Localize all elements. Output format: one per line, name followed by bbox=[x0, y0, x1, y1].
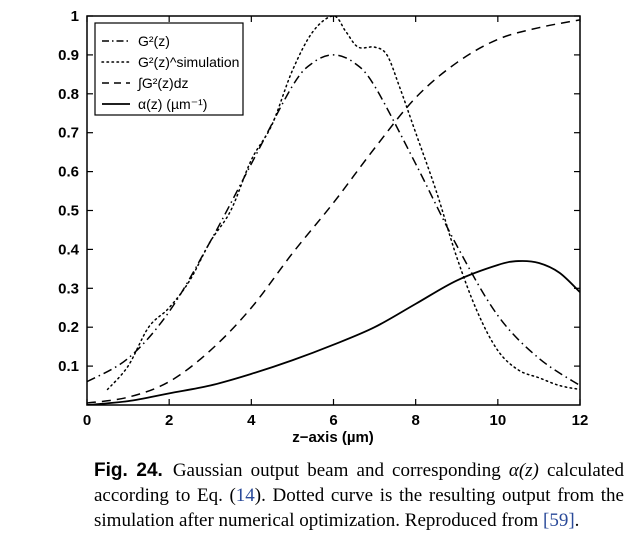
legend-label: G²(z) bbox=[138, 33, 170, 49]
x-tick-label: 4 bbox=[247, 412, 256, 429]
g2-simulation-series bbox=[106, 16, 580, 391]
x-tick-label: 0 bbox=[83, 412, 91, 429]
x-tick-label: 8 bbox=[411, 412, 419, 429]
chart: 0 2 4 6 8 10 12 0.1 0.2 0.3 0.4 0.5 0.6 0.7 0.8 0.9 1 z−… bbox=[58, 8, 589, 446]
y-tick-label: 1 bbox=[71, 8, 79, 25]
legend-label: G²(z)^simulation bbox=[138, 54, 239, 70]
x-tick-label: 12 bbox=[572, 412, 589, 429]
y-tick-label: 0.5 bbox=[58, 203, 79, 220]
caption-label: Fig. 24. bbox=[94, 460, 163, 481]
citation-reference-link[interactable]: [59] bbox=[543, 510, 575, 531]
y-tick-label: 0.6 bbox=[58, 164, 79, 181]
y-tick-label: 0.4 bbox=[58, 241, 80, 258]
caption-text-2: calculated according to Eq. ( bbox=[94, 460, 624, 506]
y-tick-label: 0.1 bbox=[58, 358, 79, 375]
legend: G²(z) G²(z)^simulation ∫G²(z)dz α(z) (µm⁻¹) bbox=[94, 22, 244, 116]
legend-label: ∫G²(z)dz bbox=[137, 75, 189, 91]
figure-caption: Fig. 24. Gaussian output beam and corresp… bbox=[94, 458, 624, 533]
y-tick-label: 0.7 bbox=[58, 125, 79, 142]
legend-label: α(z) (µm⁻¹) bbox=[138, 96, 207, 112]
caption-text-3: ). Dotted curve is the resulting output … bbox=[94, 485, 624, 531]
legend-box bbox=[94, 22, 244, 116]
y-tick-label: 0.2 bbox=[58, 319, 79, 336]
x-axis-label: z−axis (µm) bbox=[292, 429, 374, 446]
y-tick-label: 0.3 bbox=[58, 280, 79, 297]
alpha-series bbox=[87, 260, 580, 405]
y-tick-label: 0.8 bbox=[58, 86, 79, 103]
equation-reference-link[interactable]: 14 bbox=[235, 485, 255, 506]
x-tick-label: 2 bbox=[165, 412, 173, 429]
g2-series bbox=[87, 54, 580, 387]
x-tick-label: 6 bbox=[329, 412, 337, 429]
x-tick-label: 10 bbox=[489, 412, 506, 429]
caption-text-1: Gaussian output beam and corresponding bbox=[172, 460, 509, 481]
caption-math: α(z) bbox=[508, 460, 539, 481]
caption-text-4: . bbox=[574, 510, 580, 531]
y-tick-label: 0.9 bbox=[58, 47, 79, 64]
